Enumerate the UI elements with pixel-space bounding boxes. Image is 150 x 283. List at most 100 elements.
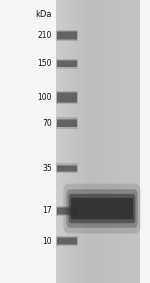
Bar [108,0,109,283]
Bar [60,0,61,283]
Bar [65,0,66,283]
Bar [57,165,77,172]
Bar [110,0,111,283]
Bar [98,0,99,283]
Bar [136,0,137,283]
Bar [87,0,88,283]
Bar [139,0,140,283]
Bar [63,0,64,283]
Bar [72,0,73,283]
Bar [57,119,77,127]
Text: 150: 150 [37,59,52,68]
Text: 10: 10 [42,237,52,246]
Bar [69,0,70,283]
Bar [130,0,131,283]
Bar [85,0,86,283]
Bar [119,0,120,283]
Bar [138,0,139,283]
Bar [122,0,123,283]
Bar [56,30,78,41]
Text: kDa: kDa [35,10,52,19]
FancyBboxPatch shape [69,194,135,223]
Bar [132,0,133,283]
Bar [75,0,76,283]
Bar [107,0,108,283]
Bar [105,0,106,283]
Bar [90,0,91,283]
Bar [112,0,113,283]
Bar [56,117,78,129]
Bar [56,59,78,69]
Bar [56,236,78,246]
Bar [99,0,100,283]
Bar [114,0,115,283]
Bar [125,0,126,283]
Bar [78,0,79,283]
Bar [71,0,72,283]
Bar [0,0,56,283]
Bar [66,0,67,283]
Text: 210: 210 [37,31,52,40]
Bar [58,0,59,283]
Bar [56,91,78,104]
Text: 17: 17 [42,206,52,215]
Bar [57,31,77,40]
Bar [64,0,65,283]
Bar [80,0,81,283]
Bar [77,0,78,283]
Bar [115,0,116,283]
Bar [74,0,75,283]
Bar [57,0,58,283]
Bar [103,0,104,283]
Bar [70,0,71,283]
Bar [57,166,76,171]
Bar [101,0,102,283]
Bar [126,0,127,283]
Bar [106,0,107,283]
Bar [117,0,118,283]
Bar [86,0,87,283]
Bar [57,92,77,103]
Bar [91,0,92,283]
Bar [62,0,63,283]
Bar [129,0,130,283]
Bar [57,207,77,215]
Bar [100,0,101,283]
Bar [88,0,89,283]
Bar [137,0,138,283]
FancyBboxPatch shape [71,198,133,219]
Bar [59,0,60,283]
Bar [102,0,103,283]
Bar [111,0,112,283]
Bar [123,0,124,283]
Bar [93,0,94,283]
Bar [56,206,78,216]
Bar [57,120,76,127]
Bar [140,0,150,283]
Bar [67,0,68,283]
Bar [57,237,77,245]
Bar [120,0,121,283]
Bar [79,0,80,283]
Bar [135,0,136,283]
Bar [97,0,98,283]
Bar [104,0,105,283]
Bar [113,0,114,283]
Bar [128,0,129,283]
Bar [57,32,76,39]
Bar [121,0,122,283]
Bar [116,0,117,283]
Bar [57,208,76,214]
Bar [127,0,128,283]
Text: 35: 35 [42,164,52,173]
Bar [84,0,85,283]
Bar [96,0,97,283]
Bar [92,0,93,283]
Bar [57,238,76,244]
Bar [131,0,132,283]
Bar [133,0,134,283]
Bar [68,0,69,283]
Bar [61,0,62,283]
FancyBboxPatch shape [63,184,141,233]
Text: 100: 100 [37,93,52,102]
